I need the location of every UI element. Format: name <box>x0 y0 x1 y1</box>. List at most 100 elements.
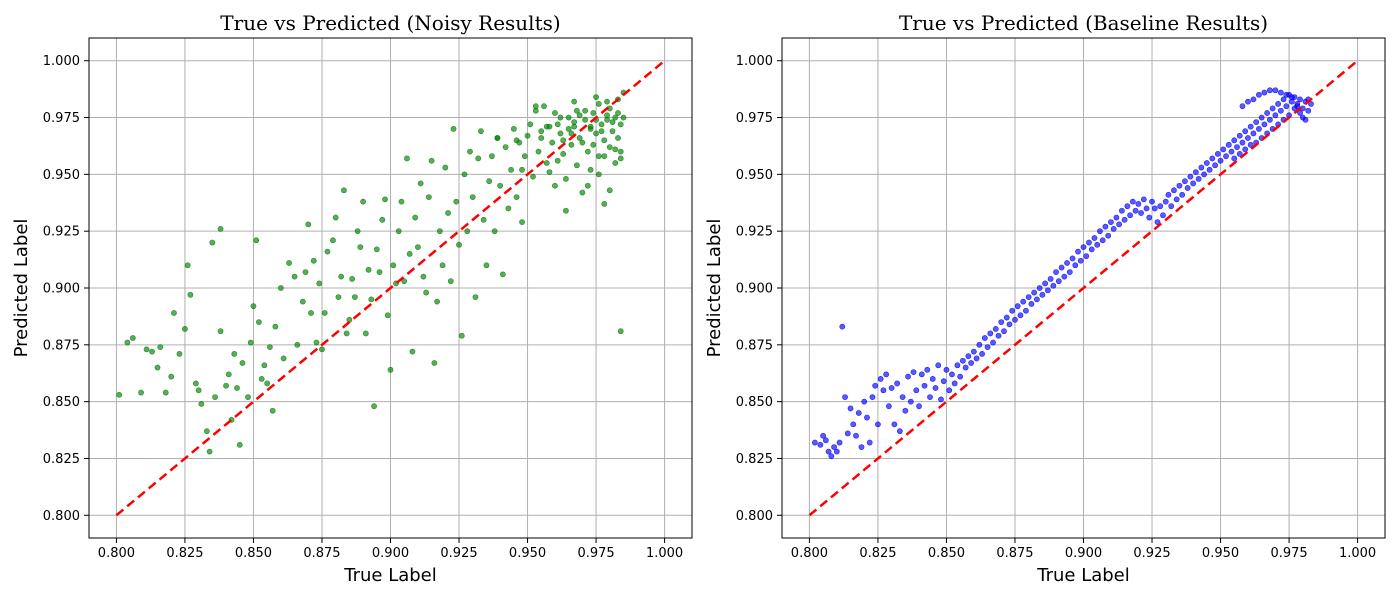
data-point <box>1105 232 1112 239</box>
data-point <box>573 107 580 114</box>
data-point <box>182 326 188 332</box>
data-point <box>943 366 950 373</box>
data-point <box>217 226 224 232</box>
data-point <box>1066 269 1073 275</box>
data-point <box>502 144 509 150</box>
data-point <box>820 432 827 439</box>
data-point <box>601 153 608 160</box>
data-point <box>1042 280 1049 287</box>
data-point <box>124 339 131 346</box>
data-point <box>524 132 531 139</box>
data-point <box>1099 237 1106 244</box>
data-point <box>1047 276 1054 282</box>
data-point <box>563 207 569 214</box>
x-tick-label: 0.900 <box>372 546 409 561</box>
data-point <box>223 382 229 389</box>
data-point <box>530 173 536 180</box>
data-point <box>456 241 462 248</box>
data-point <box>171 310 177 316</box>
data-point <box>1044 287 1051 294</box>
data-point <box>1277 107 1284 114</box>
data-point <box>497 182 504 189</box>
data-point <box>563 176 569 182</box>
plot-frame <box>88 37 693 539</box>
data-point <box>907 398 914 405</box>
data-point <box>1305 107 1312 114</box>
data-point <box>957 373 964 380</box>
data-point <box>576 112 583 119</box>
data-point <box>1239 103 1246 110</box>
data-point <box>617 148 624 155</box>
data-point <box>231 351 238 357</box>
data-point <box>1242 128 1249 135</box>
data-point <box>1162 198 1169 205</box>
data-point <box>853 432 859 439</box>
data-point <box>1091 235 1098 241</box>
data-point <box>277 285 284 291</box>
data-point <box>979 351 985 357</box>
data-point <box>573 162 580 169</box>
data-point <box>601 201 608 207</box>
data-point <box>1214 151 1221 157</box>
data-point <box>598 121 605 128</box>
data-point <box>379 216 386 223</box>
data-point <box>1143 205 1150 212</box>
data-point <box>617 121 624 128</box>
data-point <box>409 348 416 355</box>
data-point <box>1138 210 1144 216</box>
scatter-points <box>116 89 627 455</box>
data-point <box>535 148 542 155</box>
data-point <box>568 130 575 137</box>
data-point <box>905 373 911 380</box>
data-point <box>483 262 490 269</box>
data-point <box>162 389 169 396</box>
data-point <box>209 239 216 246</box>
data-point <box>308 310 314 316</box>
data-point <box>543 123 550 130</box>
data-point <box>1280 96 1287 103</box>
x-tick-label: 0.950 <box>509 546 546 561</box>
data-point <box>609 119 616 125</box>
data-point <box>491 228 498 235</box>
data-point <box>1253 119 1260 125</box>
data-point <box>1009 307 1016 314</box>
data-point <box>510 126 517 132</box>
data-point <box>612 146 619 153</box>
data-point <box>992 326 999 332</box>
data-point <box>349 276 356 282</box>
data-point <box>855 410 862 416</box>
data-point <box>217 328 224 335</box>
data-point <box>557 130 564 137</box>
data-point <box>420 273 427 280</box>
data-point <box>828 453 835 460</box>
data-point <box>398 198 405 205</box>
data-point <box>1127 212 1133 219</box>
data-point <box>864 414 870 421</box>
data-point <box>839 323 846 330</box>
data-point <box>316 280 323 287</box>
data-point <box>984 344 991 350</box>
data-point <box>568 141 575 148</box>
data-point <box>1173 196 1180 203</box>
y-tick-label: 0.925 <box>736 225 773 240</box>
data-point <box>294 341 301 348</box>
data-point <box>1118 207 1125 214</box>
data-point <box>582 116 589 123</box>
data-point <box>916 403 922 410</box>
data-point <box>234 385 240 391</box>
y-tick-label: 0.800 <box>736 509 773 524</box>
data-point <box>1053 269 1059 275</box>
data-point <box>256 319 262 325</box>
data-point <box>1236 132 1243 139</box>
data-point <box>1247 123 1254 130</box>
data-point <box>1116 221 1123 228</box>
data-point <box>431 360 438 366</box>
data-point <box>940 378 947 385</box>
data-point <box>872 382 879 389</box>
data-point <box>951 380 958 387</box>
data-point <box>335 294 342 300</box>
data-point <box>546 169 553 175</box>
data-point <box>272 323 279 330</box>
data-point <box>604 112 610 119</box>
data-point <box>1097 228 1103 235</box>
